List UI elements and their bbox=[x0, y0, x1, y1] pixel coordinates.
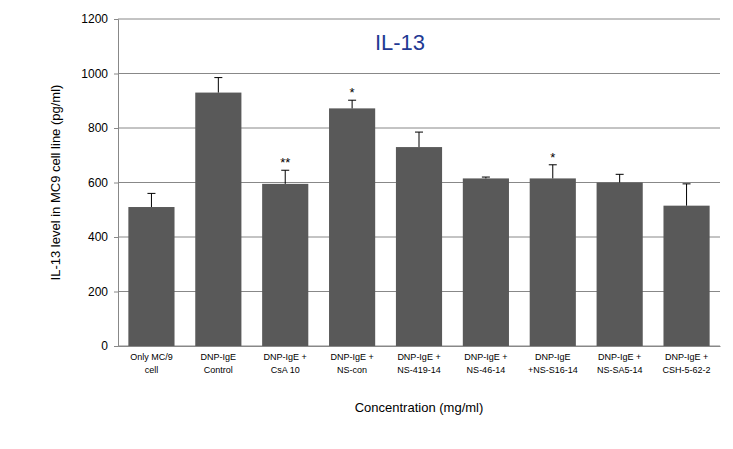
x-axis: Only MC/9cell DNP-IgEControl DNP-IgE +CsA … bbox=[119, 346, 721, 375]
error-line bbox=[218, 78, 219, 93]
x-tick: DNP-IgE +NS-46-14 bbox=[464, 346, 507, 375]
x-tick: DNP-IgE +CSH-5-62-2 bbox=[663, 346, 711, 375]
y-tick-mark bbox=[114, 183, 118, 184]
y-tick-label: 0 bbox=[101, 339, 108, 353]
y-axis: 0 200 400 600 800 1000 1200 bbox=[81, 12, 118, 353]
error-bar bbox=[549, 165, 557, 179]
error-bar bbox=[415, 132, 423, 147]
significance-marker: ** bbox=[280, 155, 290, 170]
error-line bbox=[419, 132, 420, 147]
error-bar bbox=[348, 100, 356, 108]
y-tick-label: 600 bbox=[88, 176, 108, 190]
error-cap bbox=[616, 174, 624, 175]
y-tick: 1000 bbox=[81, 67, 118, 81]
x-tick: DNP-IgE +NS-419-14 bbox=[397, 346, 441, 375]
error-cap bbox=[415, 132, 423, 133]
significance-marker: * bbox=[550, 150, 555, 165]
y-tick-mark bbox=[114, 74, 118, 75]
grid-line bbox=[118, 73, 720, 74]
bar bbox=[329, 108, 375, 346]
y-tick-label: 1200 bbox=[81, 12, 108, 26]
y-tick: 0 bbox=[101, 339, 118, 353]
bar bbox=[663, 206, 709, 346]
y-axis-title: IL-13 level in MC9 cell line (pg/ml) bbox=[48, 85, 63, 281]
significance-marker: * bbox=[350, 85, 355, 100]
error-line bbox=[285, 170, 286, 184]
title: IL-13 bbox=[375, 30, 425, 55]
y-tick: 800 bbox=[88, 121, 118, 135]
error-bar bbox=[616, 174, 624, 182]
x-tick: DNP-IgE +NS-SA5-14 bbox=[597, 346, 643, 375]
y-tick-mark bbox=[114, 19, 118, 20]
error-line bbox=[686, 184, 687, 206]
error-line bbox=[552, 165, 553, 179]
y-tick-label: 1000 bbox=[81, 67, 108, 81]
bar bbox=[396, 147, 442, 346]
y-tick-mark bbox=[114, 292, 118, 293]
y-tick: 400 bbox=[88, 230, 118, 244]
y-tick: 600 bbox=[88, 176, 118, 190]
y-tick-mark bbox=[114, 237, 118, 238]
error-bar bbox=[482, 177, 490, 178]
error-bar bbox=[214, 78, 222, 93]
y-axis-line bbox=[114, 20, 119, 347]
error-cap bbox=[683, 183, 691, 184]
x-tick: Only MC/9cell bbox=[130, 346, 173, 375]
chart: 0 200 400 600 800 1000 1200 Only MC/9cell DNP-Ig… bbox=[0, 0, 733, 449]
x-tick-label: DNP-IgE +NS-419-14 bbox=[397, 352, 441, 374]
y-tick-label: 800 bbox=[88, 121, 108, 135]
x-tick-label: Only MC/9cell bbox=[130, 352, 173, 374]
bar bbox=[195, 93, 241, 346]
y-tick-label: 200 bbox=[88, 285, 108, 299]
x-tick-label: DNP-IgE +NS-SA5-14 bbox=[597, 352, 643, 374]
error-line bbox=[619, 174, 620, 182]
x-axis-line bbox=[119, 346, 721, 347]
x-tick: DNP-IgE +NS-con bbox=[330, 346, 373, 375]
grid-line bbox=[118, 19, 720, 20]
error-line bbox=[352, 100, 353, 108]
x-tick: DNP-IgEControl bbox=[201, 346, 237, 375]
y-tick: 1200 bbox=[81, 12, 118, 26]
y-tick-mark bbox=[114, 128, 118, 129]
plot: 0 200 400 600 800 1000 1200 Only MC/9cell DNP-Ig… bbox=[81, 12, 720, 374]
x-tick-label: DNP-IgE +NS-con bbox=[330, 352, 373, 374]
x-tick-label: DNP-IgE +CSH-5-62-2 bbox=[663, 352, 711, 374]
error-bar bbox=[683, 184, 691, 206]
x-tick: DNP-IgE+NS-S16-14 bbox=[528, 346, 578, 375]
significance: **** bbox=[280, 85, 555, 170]
x-tick-label: DNP-IgE+NS-S16-14 bbox=[528, 352, 578, 374]
bar bbox=[530, 178, 576, 346]
grid bbox=[118, 19, 720, 346]
y-tick-mark bbox=[114, 346, 118, 347]
error-bar bbox=[281, 170, 289, 184]
error-cap bbox=[214, 77, 222, 78]
y-tick: 200 bbox=[88, 285, 118, 299]
x-tick: DNP-IgE +CsA 10 bbox=[264, 346, 307, 375]
bar bbox=[262, 184, 308, 346]
bar bbox=[597, 183, 643, 347]
x-tick-label: DNP-IgE +CsA 10 bbox=[264, 352, 307, 374]
x-axis-title: Concentration (mg/ml) bbox=[355, 400, 484, 415]
x-tick-label: DNP-IgE +NS-46-14 bbox=[464, 352, 507, 374]
error-line bbox=[151, 193, 152, 207]
y-tick-label: 400 bbox=[88, 230, 108, 244]
marks bbox=[128, 78, 709, 346]
bar bbox=[463, 178, 509, 346]
error-cap bbox=[482, 177, 490, 178]
bar bbox=[128, 207, 174, 346]
x-tick-label: DNP-IgEControl bbox=[201, 352, 237, 374]
error-bar bbox=[147, 193, 155, 207]
error-cap bbox=[147, 193, 155, 194]
